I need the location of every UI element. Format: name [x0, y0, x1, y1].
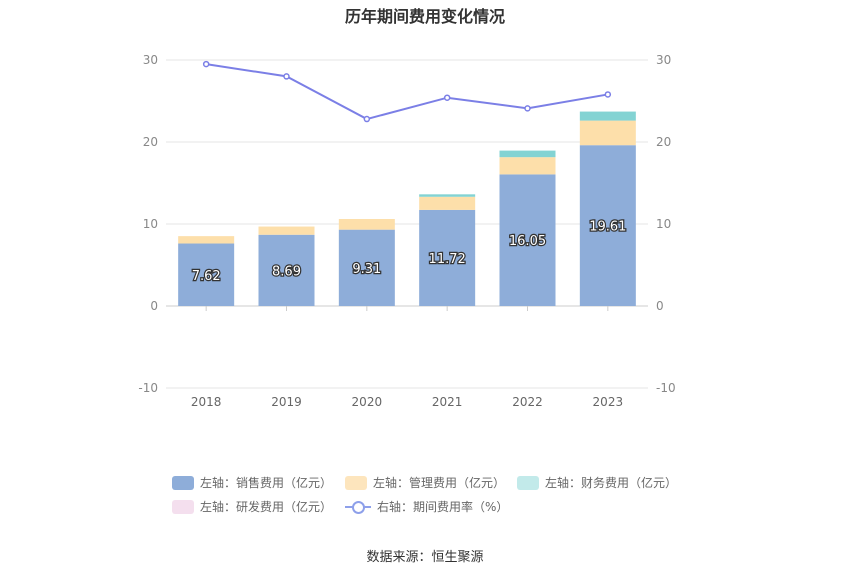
expense-ratio-point — [363, 115, 371, 123]
legend-finance-label: 左轴：财务费用（亿元） — [545, 476, 678, 490]
bar-segment — [419, 194, 476, 197]
expense-ratio-line — [206, 63, 609, 121]
bar-segment — [419, 209, 476, 306]
y-right-tick-label: -10 — [656, 381, 676, 395]
y-left-tick-label: 10 — [143, 217, 158, 231]
y-right-tick-label: 20 — [656, 135, 671, 149]
legend-expense-ratio-swatch — [345, 500, 371, 514]
bar-segment — [258, 234, 315, 306]
bar-segment — [499, 174, 556, 306]
data-label: 11.72 — [429, 252, 466, 267]
data-label: 9.31 — [352, 262, 381, 277]
legend-sales-label: 左轴：销售费用（亿元） — [200, 476, 333, 490]
data-label: 19.61 — [589, 220, 626, 235]
x-tick-label: 2018 — [191, 395, 222, 409]
bar-segment — [499, 157, 556, 175]
chart-title: 历年期间费用变化情况 — [344, 7, 505, 26]
x-tick-label: 2022 — [512, 395, 543, 409]
bar-segment — [579, 145, 636, 306]
legend-admin-swatch — [345, 475, 367, 490]
legend-expense-ratio-label: 右轴：期间费用率（%） — [377, 500, 509, 514]
expense-ratio-point — [202, 60, 210, 68]
bar-segment — [178, 236, 235, 244]
bar-segment — [579, 111, 636, 121]
bar-segment — [338, 218, 395, 230]
bar-segment — [178, 243, 235, 306]
x-tick-label: 2021 — [432, 395, 463, 409]
data-label: 16.05 — [509, 234, 546, 249]
data-label: 8.69 — [272, 264, 301, 279]
expense-ratio-point — [604, 91, 612, 98]
y-right-tick-label: 10 — [656, 217, 671, 231]
legend-sales[interactable]: 左轴：销售费用（亿元） — [172, 474, 332, 491]
legend-rnd-swatch — [172, 499, 194, 514]
legend-rnd-label: 左轴：研发费用（亿元） — [200, 500, 333, 514]
data-label: 7.62 — [192, 269, 221, 284]
legend-expense-ratio[interactable]: 右轴：期间费用率（%） — [345, 498, 508, 515]
expense-ratio-point — [524, 105, 531, 112]
bar-segment — [499, 150, 556, 158]
y-right-tick-label: 30 — [656, 53, 671, 67]
expense-ratio-point — [283, 73, 290, 80]
legend-rnd[interactable]: 左轴：研发费用（亿元） — [172, 498, 332, 515]
legend-finance[interactable]: 左轴：财务费用（亿元） — [517, 474, 677, 491]
bar-segment — [579, 120, 636, 146]
data-source: 数据来源：恒生聚源 — [366, 550, 484, 565]
bar-segment — [419, 196, 476, 210]
x-tick-label: 2023 — [593, 395, 624, 409]
legend-admin[interactable]: 左轴：管理费用（亿元） — [345, 474, 505, 491]
x-tick-label: 2019 — [271, 395, 302, 409]
bar-segment — [258, 226, 315, 235]
y-right-tick-label: 0 — [656, 299, 664, 313]
legend-admin-label: 左轴：管理费用（亿元） — [373, 476, 506, 490]
expense-ratio-point — [443, 94, 451, 101]
legend-sales-swatch — [172, 475, 194, 490]
x-tick-label: 2020 — [352, 395, 383, 409]
y-left-tick-label: 30 — [143, 53, 158, 67]
legend-finance-swatch — [517, 475, 539, 490]
y-left-tick-label: -10 — [138, 381, 158, 395]
y-left-tick-label: 20 — [143, 135, 158, 149]
bar-segment — [338, 229, 395, 306]
y-left-tick-label: 0 — [150, 299, 158, 313]
